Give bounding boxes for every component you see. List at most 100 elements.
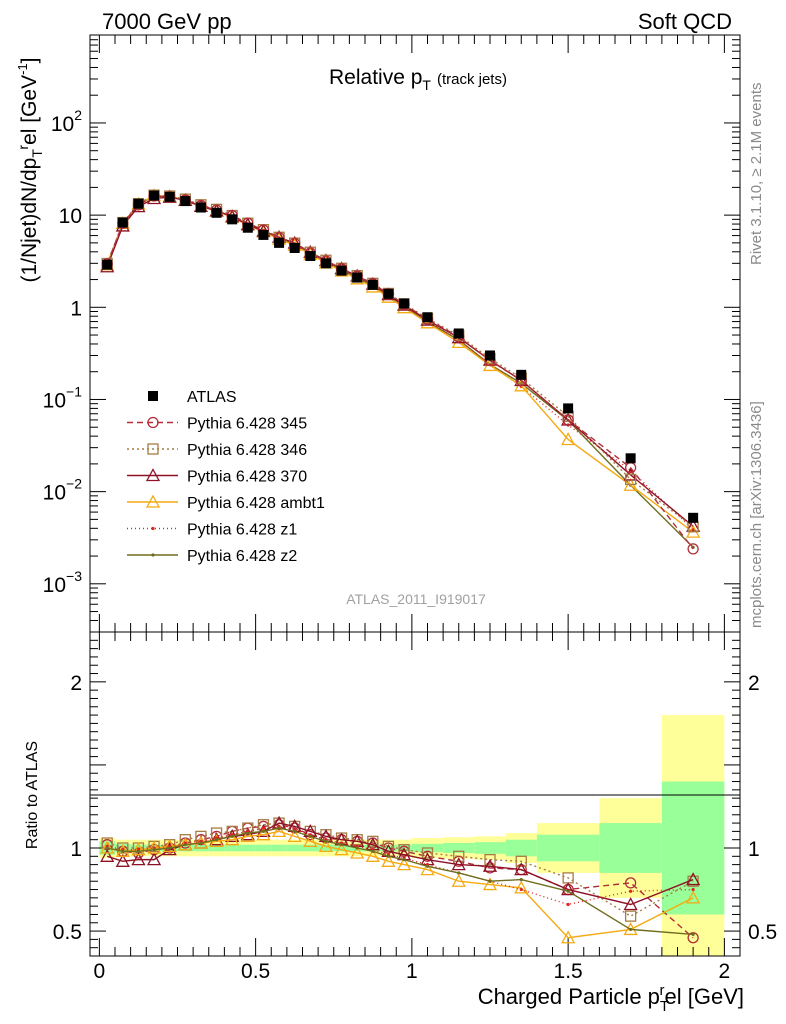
ratio-point	[261, 829, 266, 833]
y-label-b: el [GeV	[18, 75, 41, 145]
ratio-point	[136, 849, 141, 853]
ratio-point	[334, 842, 349, 856]
ratio-point	[566, 902, 570, 907]
ratio-point	[324, 839, 328, 843]
ratio-point	[402, 858, 406, 862]
legend-label: Pythia 6.428 ambt1	[187, 495, 325, 512]
ratio-point	[214, 838, 219, 842]
ratio-point	[162, 838, 177, 852]
main-y-tick-base: 10	[51, 113, 74, 136]
ratio-point	[261, 826, 266, 830]
x-tick-label: 1	[406, 960, 418, 983]
band-inner-bin	[505, 839, 537, 857]
ratio-point	[629, 927, 633, 932]
ratio-series-370	[100, 815, 701, 911]
data-point	[485, 350, 495, 361]
x-tick-label: 0	[94, 960, 106, 983]
main-point	[562, 414, 574, 426]
ratio-point	[386, 854, 391, 858]
band-inner-bin	[661, 781, 725, 915]
ratio-point	[629, 889, 633, 893]
ratio-point	[371, 849, 375, 853]
ratio-point	[451, 873, 466, 887]
ratio-point	[482, 858, 498, 872]
ratio-point	[624, 877, 637, 889]
legend-label-data: ATLAS	[187, 389, 237, 406]
ratio-point	[121, 849, 125, 853]
ratio-point	[519, 887, 523, 892]
main-y-tick-base: 10	[43, 482, 66, 505]
ratio-point	[146, 840, 162, 854]
ratio-point	[381, 853, 396, 867]
ratio-point	[100, 840, 115, 854]
x-label-b: el [GeV]	[665, 984, 744, 1009]
ratio-y-tick-label: 2	[70, 672, 82, 695]
data-point	[399, 298, 410, 309]
data-point	[422, 312, 433, 323]
band-inner-bin	[443, 843, 475, 853]
data-point	[149, 190, 160, 201]
x-tick-label: 2	[719, 960, 731, 983]
ratio-point	[624, 910, 637, 922]
y-label-a: (1/Njet)dN/dp	[18, 158, 41, 283]
ratio-point	[425, 864, 430, 868]
ratio-point	[256, 827, 271, 841]
data-point	[164, 191, 175, 202]
ratio-point	[152, 848, 156, 852]
legend-marker	[145, 468, 161, 482]
ratio-y-tick-label-right: 0.5	[748, 921, 777, 944]
main-y-tick-label: 1	[70, 297, 82, 320]
ratio-point	[199, 841, 203, 845]
legend-marker	[151, 553, 155, 557]
legend-label: Pythia 6.428 370	[187, 469, 307, 486]
ratio-series-z2	[105, 826, 695, 937]
band-inner-bin	[208, 844, 225, 852]
ratio-point	[686, 872, 701, 886]
main-curve	[106, 194, 694, 528]
main-y-tick-base: 10	[59, 205, 82, 228]
legend-marker	[151, 526, 155, 531]
side-label-top: Rivet 3.1.10, ≥ 2.1M events	[748, 83, 765, 266]
legend-label: Pythia 6.428 z2	[187, 548, 297, 565]
data-point	[242, 222, 253, 233]
ratio-point	[168, 846, 172, 850]
band-inner-bin	[255, 844, 272, 852]
ratio-y-tick-label: 1	[70, 838, 82, 861]
ratio-panel-frame	[89, 631, 741, 957]
data-point	[133, 198, 144, 209]
ratio-point	[457, 871, 461, 875]
ratio-point	[183, 843, 187, 847]
ratio-point	[339, 843, 344, 847]
data-point	[180, 196, 191, 207]
ratio-point	[240, 829, 255, 843]
x-label-sub: T	[660, 998, 669, 1015]
ratio-y-tick-label-right: 2	[748, 672, 760, 695]
ratio-point	[277, 826, 281, 830]
ratio-point	[105, 846, 109, 850]
band-inner-bin	[286, 844, 303, 852]
legend-label: Pythia 6.428 346	[187, 442, 307, 459]
x-label-a: Charged Particle p	[478, 984, 660, 1009]
ratio-point	[162, 842, 177, 856]
ratio-point	[514, 880, 529, 894]
y-label-c: ]	[18, 57, 41, 63]
analysis-watermark: ATLAS_2011_I919017	[346, 591, 486, 607]
main-plot-series	[100, 188, 701, 555]
ratio-point	[115, 853, 130, 867]
plot-title-sub: T	[422, 77, 431, 93]
ratio-point	[350, 845, 365, 859]
ratio-point	[146, 852, 162, 866]
ratio-point	[271, 824, 287, 838]
legend-marker	[147, 416, 159, 429]
ratio-curve	[106, 822, 694, 906]
main-point	[561, 432, 576, 446]
band-inner-bin	[380, 844, 397, 852]
band-inner-bin	[271, 844, 287, 852]
data-point	[367, 279, 378, 290]
data-point	[102, 259, 113, 270]
plot-title-extra: (track jets)	[437, 71, 507, 88]
ratio-point	[519, 877, 523, 882]
data-point	[563, 403, 574, 414]
legend-marker	[147, 443, 159, 455]
